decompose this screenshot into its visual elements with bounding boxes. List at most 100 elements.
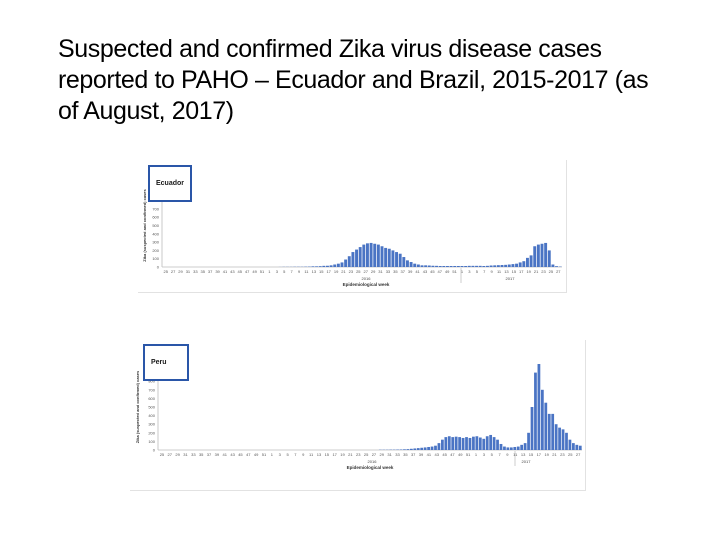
peru-x-tick-label: 41 [427, 452, 432, 457]
peru-bar [475, 436, 479, 450]
ecuador-x-tick-label: 37 [401, 269, 406, 274]
ecuador-x-tick-label: 27 [363, 269, 368, 274]
peru-y-tick-label: 200 [148, 430, 155, 435]
ecuador-x-tick-label: 3 [468, 269, 471, 274]
peru-x-tick-label: 39 [215, 452, 220, 457]
ecuador-bar [380, 246, 384, 267]
peru-x-tick-label: 33 [191, 452, 196, 457]
ecuador-y-tick-label: 400 [152, 231, 159, 236]
ecuador-year-label: 2016 [362, 276, 372, 281]
peru-x-tick-label: 19 [544, 452, 549, 457]
peru-bar [558, 427, 561, 450]
ecuador-bar [369, 242, 373, 267]
peru-bar [506, 447, 510, 450]
peru-bar [485, 436, 489, 450]
peru-bar [523, 443, 527, 450]
peru-x-tick-label: 47 [246, 452, 251, 457]
peru-y-tick-label: 800 [148, 379, 155, 384]
peru-bar [423, 447, 427, 450]
peru-bar [427, 446, 430, 450]
ecuador-x-tick-label: 47 [245, 269, 250, 274]
peru-x-tick-label: 5 [491, 452, 494, 457]
peru-bar [551, 413, 555, 450]
peru-x-tick-label: 25 [568, 452, 573, 457]
ecuador-x-tick-label: 13 [312, 269, 317, 274]
ecuador-country-label: Ecuador [148, 165, 192, 202]
ecuador-x-tick-label: 33 [193, 269, 198, 274]
peru-bar [503, 446, 506, 450]
ecuador-bar [482, 266, 486, 267]
ecuador-x-tick-label: 51 [452, 269, 457, 274]
ecuador-bar [318, 266, 322, 267]
ecuador-bar [435, 265, 438, 267]
peru-x-tick-label: 35 [403, 452, 408, 457]
peru-x-axis-title: Epidemiological week [347, 465, 394, 470]
peru-bar [434, 445, 437, 450]
peru-x-tick-label: 29 [380, 452, 385, 457]
ecuador-bar [478, 265, 482, 267]
ecuador-bar [475, 265, 478, 267]
peru-x-tick-label: 37 [207, 452, 212, 457]
peru-bar [413, 448, 417, 450]
ecuador-x-tick-label: 35 [393, 269, 398, 274]
ecuador-bar [500, 265, 504, 267]
peru-x-tick-label: 9 [302, 452, 305, 457]
ecuador-x-tick-label: 43 [423, 269, 428, 274]
peru-x-tick-label: 21 [348, 452, 353, 457]
peru-bar [565, 432, 568, 450]
peru-x-tick-label: 29 [175, 452, 180, 457]
ecuador-bar [358, 247, 362, 267]
ecuador-bar [427, 265, 431, 267]
ecuador-bar [529, 255, 533, 267]
ecuador-x-tick-label: 7 [483, 269, 486, 274]
slide-title: Suspected and confirmed Zika virus disea… [58, 35, 649, 125]
ecuador-bar [344, 259, 348, 267]
peru-x-tick-label: 49 [458, 452, 463, 457]
ecuador-x-tick-label: 17 [326, 269, 331, 274]
ecuador-x-tick-label: 3 [276, 269, 279, 274]
peru-bar [530, 407, 534, 450]
ecuador-y-tick-label: 200 [152, 248, 159, 253]
ecuador-bar [456, 266, 460, 267]
ecuador-bar [518, 262, 522, 267]
ecuador-bar [326, 265, 329, 267]
ecuador-bar [515, 263, 518, 267]
peru-x-tick-label: 13 [317, 452, 322, 457]
ecuador-x-tick-label: 31 [186, 269, 191, 274]
peru-x-tick-label: 7 [294, 452, 297, 457]
peru-bar [496, 439, 499, 450]
peru-x-tick-label: 25 [364, 452, 369, 457]
peru-bar [568, 439, 572, 450]
peru-x-tick-label: 11 [513, 452, 518, 457]
peru-x-tick-label: 43 [230, 452, 235, 457]
peru-x-tick-label: 47 [450, 452, 455, 457]
ecuador-bar [551, 264, 555, 267]
ecuador-bar [351, 252, 355, 267]
ecuador-x-tick-label: 23 [349, 269, 354, 274]
peru-x-tick-label: 17 [332, 452, 337, 457]
ecuador-x-tick-label: 51 [260, 269, 265, 274]
peru-x-tick-label: 23 [560, 452, 565, 457]
peru-year-label: 2016 [368, 459, 378, 464]
ecuador-bar [384, 247, 388, 267]
ecuador-x-tick-label: 45 [430, 269, 435, 274]
ecuador-bar [446, 266, 449, 267]
ecuador-x-tick-label: 23 [541, 269, 546, 274]
ecuador-x-tick-label: 1 [268, 269, 271, 274]
ecuador-x-axis-title: Epidemiological week [343, 282, 390, 287]
ecuador-bar [460, 266, 464, 267]
ecuador-x-tick-label: 11 [304, 269, 309, 274]
ecuador-bar [362, 244, 366, 267]
ecuador-x-tick-label: 35 [201, 269, 206, 274]
ecuador-bar [402, 257, 406, 267]
peru-bar [516, 446, 520, 450]
peru-bar [451, 437, 455, 450]
peru-y-axis-title: Zika (suspected and confirmed) cases [135, 370, 140, 443]
peru-bar [572, 443, 575, 450]
peru-y-tick-label: 700 [148, 387, 155, 392]
ecuador-bar [486, 265, 489, 267]
peru-x-tick-label: 7 [498, 452, 501, 457]
ecuador-x-tick-label: 21 [534, 269, 539, 274]
ecuador-bar [420, 265, 424, 267]
peru-x-tick-label: 45 [442, 452, 447, 457]
